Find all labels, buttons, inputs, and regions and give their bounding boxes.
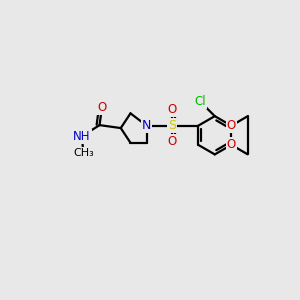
Text: CH₃: CH₃ xyxy=(73,148,94,158)
Text: O: O xyxy=(227,119,236,132)
Text: N: N xyxy=(142,119,152,132)
Text: O: O xyxy=(227,138,236,151)
Text: S: S xyxy=(168,119,176,132)
Text: O: O xyxy=(97,101,106,114)
Text: O: O xyxy=(167,103,176,116)
Text: Cl: Cl xyxy=(194,95,206,108)
Text: NH: NH xyxy=(73,130,91,143)
Text: O: O xyxy=(167,135,176,148)
